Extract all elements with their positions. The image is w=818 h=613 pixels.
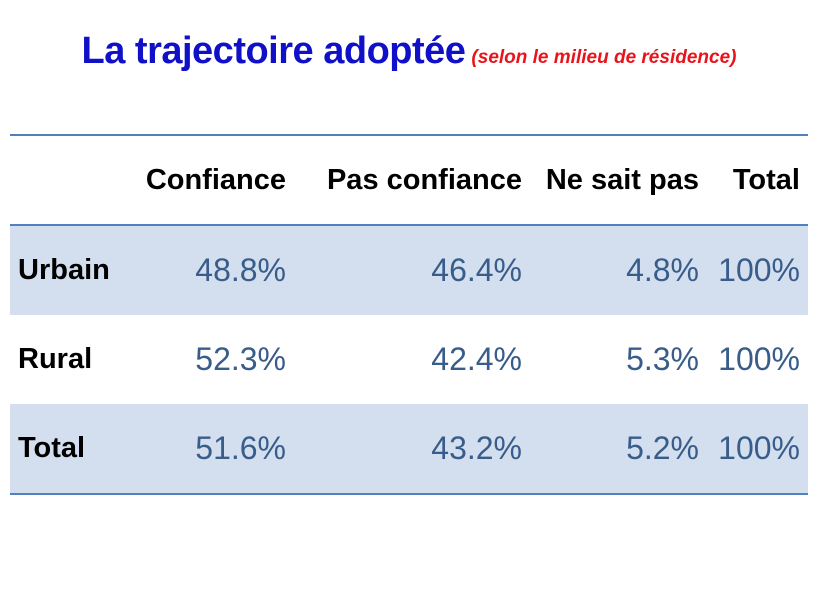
value-cell: 100% [718, 341, 800, 377]
value-cell: 4.8% [530, 225, 707, 315]
header-row: Confiance Pas confiance Ne sait pas Tota… [10, 135, 808, 225]
value-cell: 100% [707, 225, 808, 315]
value-cell: 100% [707, 404, 808, 494]
value-cell: 43.2% [294, 404, 530, 494]
value-cell: 5.2% [530, 404, 707, 494]
value-cell: 51.6% [132, 404, 294, 494]
table-header: Confiance Pas confiance Ne sait pas Tota… [10, 135, 808, 225]
table-row-total: Total 51.6% 43.2% 5.2% 100% [10, 404, 808, 494]
page-title: La trajectoire adoptée [81, 30, 466, 72]
header-cell-empty [10, 135, 132, 225]
header-cell-total: Total [732, 163, 800, 196]
value-cell: 46.4% [294, 225, 530, 315]
data-table-container: Confiance Pas confiance Ne sait pas Tota… [10, 134, 808, 495]
value-cell: 48.8% [132, 225, 294, 315]
data-table: Confiance Pas confiance Ne sait pas Tota… [10, 134, 808, 495]
header-cell-pas-confiance: Pas confiance [326, 163, 522, 196]
row-label: Urbain [10, 225, 132, 315]
value-cell: 52.3% [195, 341, 286, 377]
header-cell-confiance: Confiance [145, 163, 286, 196]
row-label: Rural [18, 343, 93, 375]
table-row-rural: Rural 52.3% 42.4% 5.3% 100% [10, 315, 808, 404]
header-cell-ne-sait-pas: Ne sait pas [545, 163, 699, 196]
value-cell: 5.3% [626, 341, 699, 377]
table-row-urbain: Urbain 48.8% 46.4% 4.8% 100% [10, 225, 808, 315]
value-cell: 42.4% [431, 341, 522, 377]
row-label: Total [10, 404, 132, 494]
page-subtitle: (selon le milieu de résidence) [471, 47, 737, 68]
title-block: La trajectoire adoptée (selon le milieu d… [0, 30, 818, 73]
table-body: Urbain 48.8% 46.4% 4.8% 100% Rural 52.3%… [10, 225, 808, 494]
